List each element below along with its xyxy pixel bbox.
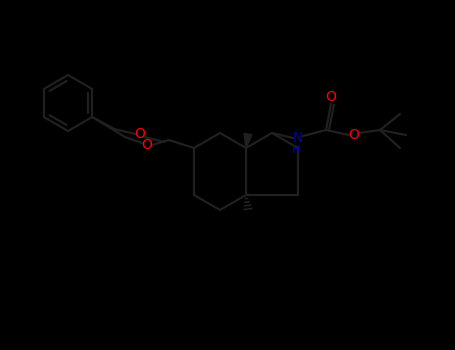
Text: O: O (349, 128, 359, 142)
Polygon shape (244, 133, 252, 148)
Text: H: H (292, 145, 300, 155)
Text: O: O (142, 138, 152, 152)
Text: O: O (326, 90, 336, 104)
Text: N: N (293, 131, 303, 145)
Text: O: O (134, 127, 145, 141)
